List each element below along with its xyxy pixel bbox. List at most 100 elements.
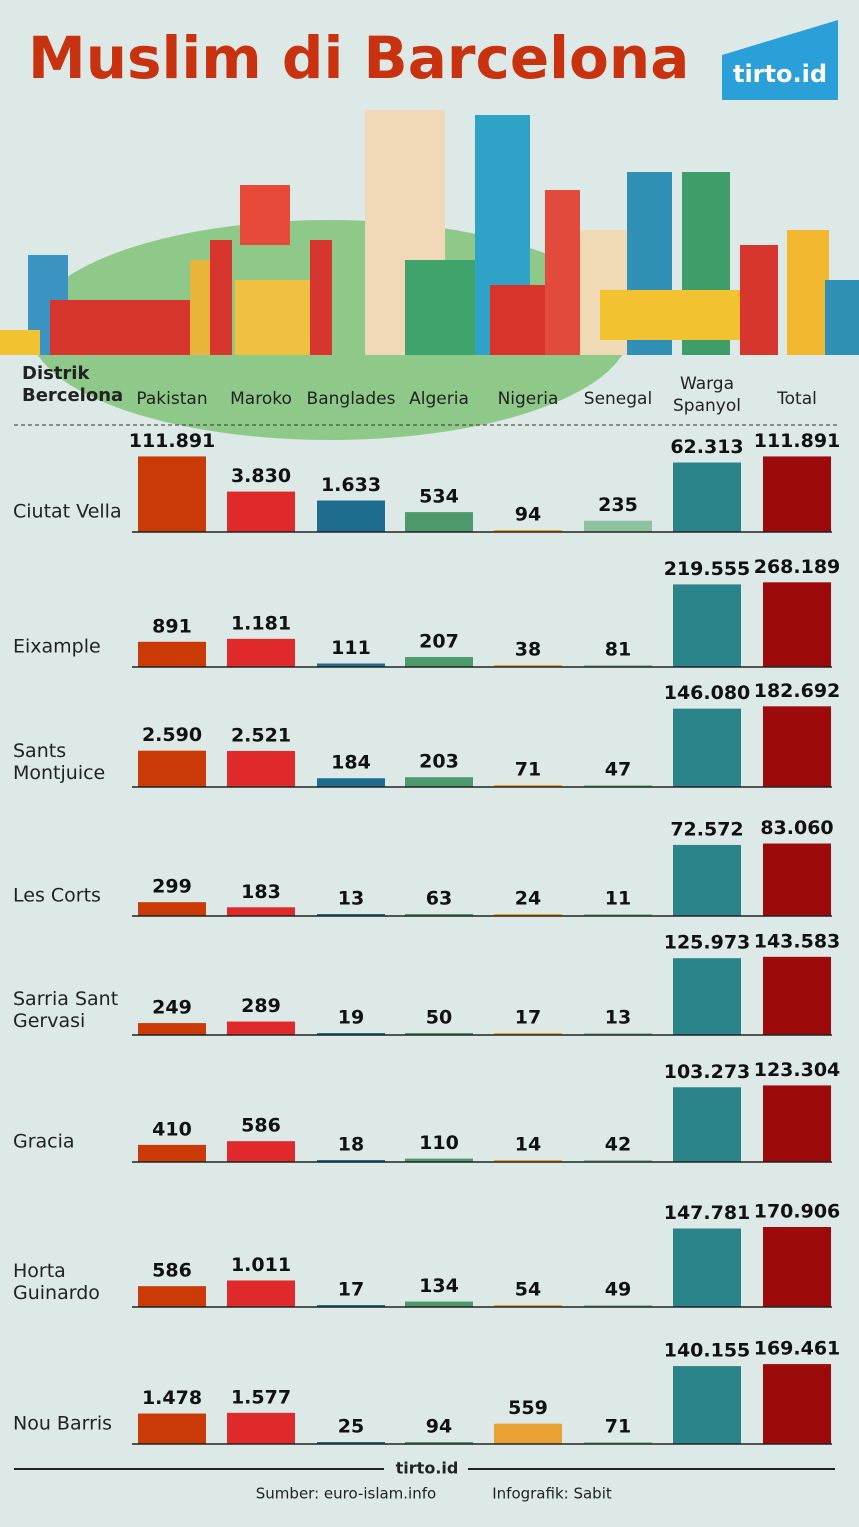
- column-header: Warga Spanyol: [673, 374, 741, 416]
- bar: [584, 1160, 652, 1162]
- bar: [405, 914, 473, 916]
- value-label: 3.830: [231, 465, 291, 487]
- column-header: Total: [776, 389, 817, 409]
- value-label: 38: [515, 639, 541, 661]
- bar: [317, 500, 385, 532]
- skyline: [0, 110, 859, 440]
- bar: [673, 844, 741, 916]
- bar: [584, 785, 652, 787]
- district-label: Gracia: [13, 1131, 75, 1153]
- bar: [317, 1442, 385, 1444]
- bar: [673, 708, 741, 787]
- value-label: 81: [605, 639, 631, 661]
- bar: [227, 750, 295, 787]
- value-label: 249: [152, 997, 192, 1019]
- value-label: 219.555: [664, 558, 751, 580]
- value-label: 25: [338, 1416, 364, 1438]
- bar: [405, 657, 473, 667]
- value-label: 111.891: [129, 430, 216, 452]
- bar: [227, 907, 295, 916]
- bar: [317, 1033, 385, 1035]
- value-label: 18: [338, 1134, 364, 1156]
- bar: [138, 1286, 206, 1307]
- bar: [494, 530, 562, 532]
- value-label: 2.590: [142, 724, 202, 746]
- bar: [405, 1033, 473, 1035]
- bar: [673, 958, 741, 1035]
- bar: [673, 462, 741, 532]
- bar: [763, 956, 831, 1035]
- value-label: 183: [241, 881, 281, 903]
- value-label: 71: [605, 1416, 631, 1438]
- bar: [494, 1160, 562, 1162]
- title: Muslim di Barcelona: [28, 24, 689, 92]
- value-label: 169.461: [754, 1338, 841, 1360]
- value-label: 103.273: [664, 1061, 751, 1083]
- bar: [317, 663, 385, 667]
- bar: [494, 1305, 562, 1307]
- bar: [494, 1423, 562, 1444]
- value-label: 13: [338, 888, 364, 910]
- credit: Infografik: Sabit: [492, 1485, 612, 1503]
- bar: [584, 1033, 652, 1035]
- bar: [138, 641, 206, 667]
- bar: [584, 1442, 652, 1444]
- bar: [763, 843, 831, 916]
- column-header: Nigeria: [498, 389, 559, 409]
- value-label: 111.891: [754, 430, 841, 452]
- value-label: 147.781: [664, 1202, 751, 1224]
- bar: [227, 491, 295, 532]
- value-label: 14: [515, 1134, 541, 1156]
- bar: [584, 1305, 652, 1307]
- value-label: 42: [605, 1134, 631, 1156]
- value-label: 1.478: [142, 1387, 202, 1409]
- value-label: 54: [515, 1279, 541, 1301]
- value-label: 110: [419, 1132, 459, 1154]
- district-label: Nou Barris: [13, 1413, 112, 1435]
- value-label: 71: [515, 759, 541, 781]
- value-label: 235: [598, 494, 638, 516]
- value-label: 17: [338, 1279, 364, 1301]
- column-header: Senegal: [584, 389, 652, 409]
- value-label: 123.304: [754, 1059, 841, 1081]
- value-label: 24: [515, 888, 541, 910]
- value-label: 207: [419, 631, 459, 653]
- bar: [673, 1228, 741, 1307]
- district-label: Ciutat Vella: [13, 501, 122, 523]
- value-label: 170.906: [754, 1201, 841, 1223]
- bar: [763, 456, 831, 532]
- value-label: 94: [515, 504, 541, 526]
- value-label: 1.577: [231, 1386, 291, 1408]
- bar: [317, 1305, 385, 1307]
- bar: [227, 1141, 295, 1162]
- value-label: 586: [241, 1115, 281, 1137]
- row-header: Distrik Bercelona: [22, 363, 123, 406]
- value-label: 72.572: [670, 818, 743, 840]
- bar: [405, 777, 473, 787]
- bar: [317, 778, 385, 787]
- value-label: 134: [419, 1275, 459, 1297]
- footer-logo: tirto.id: [396, 1459, 459, 1478]
- value-label: 19: [338, 1007, 364, 1029]
- value-label: 559: [508, 1397, 548, 1419]
- value-label: 140.155: [664, 1340, 751, 1362]
- bar: [405, 1301, 473, 1307]
- column-header: Maroko: [230, 389, 292, 409]
- value-label: 63: [426, 888, 452, 910]
- value-label: 182.692: [754, 680, 841, 702]
- district-label: Sarria Sant Gervasi: [13, 988, 118, 1032]
- value-label: 203: [419, 751, 459, 773]
- column-header: Algeria: [409, 389, 469, 409]
- value-label: 50: [426, 1007, 452, 1029]
- bar: [138, 456, 206, 532]
- value-label: 2.521: [231, 724, 291, 746]
- district-label: Horta Guinardo: [13, 1260, 100, 1304]
- value-label: 13: [605, 1007, 631, 1029]
- bar: [584, 665, 652, 667]
- bar: [138, 750, 206, 787]
- value-label: 125.973: [664, 932, 751, 954]
- value-label: 299: [152, 876, 192, 898]
- value-label: 891: [152, 615, 192, 637]
